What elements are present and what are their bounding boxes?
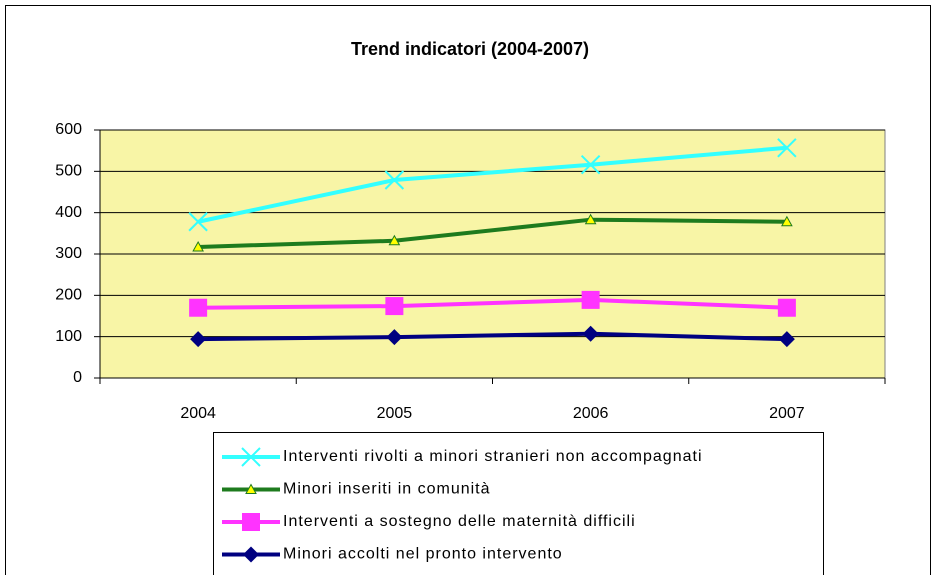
y-tick-label: 300 <box>55 245 82 262</box>
marker <box>384 170 405 190</box>
x-tick-label: 2005 <box>377 405 413 422</box>
legend-label: Interventi a sostegno delle maternità di… <box>283 513 636 530</box>
marker <box>777 138 797 158</box>
marker <box>581 290 600 309</box>
marker <box>243 546 259 563</box>
marker <box>188 212 208 232</box>
marker <box>386 329 403 346</box>
marker <box>781 215 793 227</box>
marker <box>190 331 207 348</box>
series-line <box>198 331 787 342</box>
marker <box>388 234 401 246</box>
series-line <box>198 297 787 310</box>
marker <box>189 298 208 317</box>
chart-title: Trend indicatori (2004-2007) <box>351 39 589 59</box>
y-tick-label: 500 <box>55 163 82 180</box>
y-tick-label: 400 <box>55 204 82 221</box>
y-tick-label: 200 <box>55 287 82 304</box>
marker <box>582 325 599 342</box>
series-line <box>198 217 787 249</box>
legend-label: Minori inseriti in comunità <box>283 481 491 498</box>
marker <box>584 213 597 225</box>
marker <box>245 483 257 494</box>
y-tick-label: 600 <box>55 121 82 138</box>
marker <box>777 298 796 317</box>
x-tick-label: 2006 <box>573 405 609 422</box>
marker <box>192 240 204 252</box>
marker <box>241 447 261 467</box>
legend-label: Interventi rivolti a minori stranieri no… <box>283 448 703 465</box>
legend-entries: Interventi rivolti a minori stranieri no… <box>222 447 703 563</box>
marker <box>242 513 260 531</box>
x-tick-label: 2007 <box>769 405 805 422</box>
legend-label: Minori accolti nel pronto intervento <box>283 546 563 563</box>
marker <box>778 331 795 348</box>
marker <box>385 297 404 316</box>
y-tick-label: 100 <box>55 328 82 345</box>
marker <box>580 155 601 175</box>
y-tick-label: 0 <box>73 369 82 386</box>
x-tick-label: 2004 <box>180 405 216 422</box>
series-line <box>197 145 788 224</box>
legend <box>213 432 824 575</box>
